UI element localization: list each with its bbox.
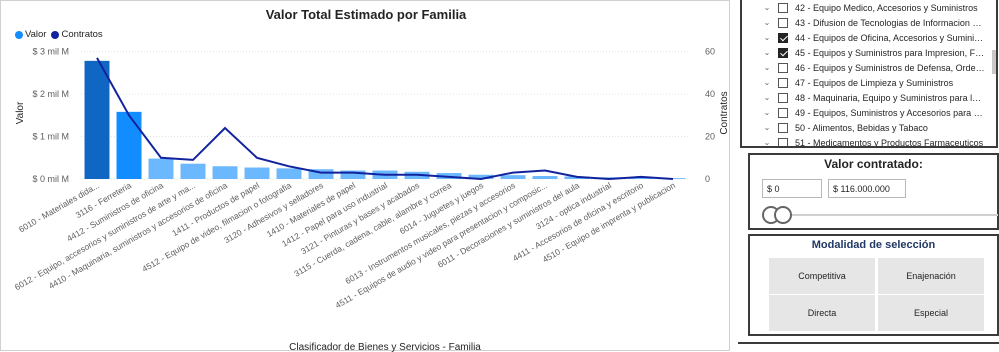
family-list-item[interactable]: ⌄ 45 - Equipos y Suministros para Impresi…	[742, 45, 985, 60]
family-list-item[interactable]: ⌄ 43 - Difusion de Tecnologias de Informa…	[742, 15, 985, 30]
checkbox[interactable]	[778, 77, 788, 88]
bar	[500, 175, 526, 179]
chart-panel: $ 0 mil M $ 1 mil M $ 2 mil M $ 3 mil M 0 20 4…	[0, 0, 730, 352]
range-title: Valor contratado:	[824, 157, 923, 171]
legend-dot-contratos-icon	[51, 30, 60, 39]
y2-tick-label: 60	[705, 47, 715, 57]
bar	[212, 166, 238, 179]
legend-item-valor[interactable]: Valor	[15, 29, 46, 40]
bar	[468, 174, 494, 179]
checkbox[interactable]	[778, 137, 788, 146]
modalidad-slicer: Modalidad de selección Competitiva Enaje…	[748, 234, 999, 336]
family-list-item[interactable]: ⌄ 42 - Equipo Medico, Accesorios y Sumini…	[742, 0, 985, 15]
bottom-border	[738, 342, 999, 344]
chevron-down-icon[interactable]: ⌄	[763, 123, 771, 132]
family-list-item-label: 50 - Alimentos, Bebidas y Tabaco	[795, 122, 928, 133]
chart-legend: Valor Contratos	[15, 29, 103, 40]
family-list-item-label: 48 - Maquinaria, Equipo y Suministros pa…	[795, 92, 985, 103]
chevron-down-icon[interactable]: ⌄	[763, 3, 771, 12]
family-list-item-label: 44 - Equipos de Oficina, Accesorios y Su…	[795, 32, 985, 43]
family-list-item[interactable]: ⌄ 49 - Equipos, Suministros y Accesorios …	[742, 105, 985, 120]
range-max-input[interactable]: $ 116.000.000	[828, 179, 906, 198]
bar	[180, 163, 206, 179]
family-list-item[interactable]: ⌄ 48 - Maquinaria, Equipo y Suministros p…	[742, 90, 985, 105]
y2-axis-label: Contratos	[719, 91, 730, 134]
chevron-down-icon[interactable]: ⌄	[763, 93, 771, 102]
chevron-down-icon[interactable]: ⌄	[763, 33, 771, 42]
chevron-down-icon[interactable]: ⌄	[763, 48, 771, 57]
checkbox[interactable]	[778, 107, 788, 118]
range-max-handle[interactable]	[774, 206, 792, 224]
bar	[308, 169, 334, 179]
modalidad-title: Modalidad de selección	[811, 239, 936, 251]
bar	[628, 177, 654, 179]
legend-item-contratos[interactable]: Contratos	[51, 29, 103, 40]
y-tick-label: $ 1 mil M	[32, 132, 69, 142]
family-list-item[interactable]: ⌄ 50 - Alimentos, Bebidas y Tabaco	[742, 120, 985, 135]
family-list-item-label: 42 - Equipo Medico, Accesorios y Suminis…	[795, 2, 978, 13]
chevron-down-icon[interactable]: ⌄	[763, 108, 771, 117]
legend-label-valor: Valor	[25, 29, 47, 40]
chevron-down-icon[interactable]: ⌄	[763, 138, 771, 147]
bar	[532, 176, 558, 179]
legend-dot-valor-icon	[15, 30, 23, 39]
option-enajenacion-button[interactable]: Enajenación	[878, 258, 984, 294]
checkbox[interactable]	[778, 47, 788, 58]
checkbox[interactable]	[778, 62, 788, 73]
family-list-item[interactable]: ⌄ 46 - Equipos y Suministros de Defensa, …	[742, 60, 985, 75]
option-especial-button[interactable]: Especial	[878, 295, 984, 331]
family-list-item-label: 46 - Equipos y Suministros de Defensa, O…	[795, 62, 985, 73]
bar	[340, 170, 366, 179]
y-tick-label: $ 3 mil M	[32, 47, 69, 57]
legend-label-contratos: Contratos	[61, 29, 103, 40]
x-axis-label: Clasificador de Bienes y Servicios - Fam…	[289, 342, 481, 352]
family-slicer: ⌄ 42 - Equipo Medico, Accesorios y Sumini…	[740, 0, 998, 148]
range-min-input[interactable]: $ 0	[762, 179, 822, 198]
checkbox[interactable]	[778, 92, 788, 103]
family-list-item-label: 45 - Equipos y Suministros para Impresio…	[795, 47, 985, 58]
y2-tick-label: 0	[705, 174, 710, 184]
checkbox[interactable]	[778, 17, 788, 28]
bar	[244, 167, 270, 179]
chevron-down-icon[interactable]: ⌄	[763, 78, 771, 87]
y-tick-label: $ 0 mil M	[32, 174, 69, 184]
combo-chart: $ 0 mil M $ 1 mil M $ 2 mil M $ 3 mil M 0 20 4…	[13, 47, 730, 352]
panel-gap	[730, 0, 738, 351]
family-list-item-label: 43 - Difusion de Tecnologias de Informac…	[795, 17, 985, 28]
y2-tick-label: 20	[705, 132, 715, 142]
slicer-scrollbar[interactable]	[992, 50, 996, 74]
series-line-contratos	[96, 57, 674, 181]
bar	[148, 158, 174, 179]
bar	[84, 60, 110, 179]
chevron-down-icon[interactable]: ⌄	[763, 18, 771, 27]
checkbox[interactable]	[778, 2, 788, 13]
y-axis-label: Valor	[15, 101, 26, 124]
option-directa-button[interactable]: Directa	[769, 295, 875, 331]
family-list-item[interactable]: ⌄ 47 - Equipos de Limpieza y Suministros	[742, 75, 985, 90]
option-competitiva-button[interactable]: Competitiva	[769, 258, 875, 294]
chart-title: Valor Total Estimado por Familia	[265, 7, 467, 22]
family-list-item[interactable]: ⌄ 51 - Medicamentos y Productos Farmaceut…	[742, 135, 985, 148]
chevron-down-icon[interactable]: ⌄	[763, 63, 771, 72]
family-list-item-label: 51 - Medicamentos y Productos Farmaceuti…	[795, 137, 984, 148]
bar	[116, 111, 142, 179]
family-list-item-label: 49 - Equipos, Suministros y Accesorios p…	[795, 107, 985, 118]
checkbox[interactable]	[778, 32, 788, 43]
y2-tick-label: 40	[705, 89, 715, 99]
valor-contratado-slicer: Valor contratado: $ 0 $ 116.000.000	[748, 153, 999, 230]
range-track	[768, 214, 998, 216]
bar	[276, 168, 302, 179]
family-list-item-label: 47 - Equipos de Limpieza y Suministros	[795, 77, 954, 88]
family-list-item[interactable]: ⌄ 44 - Equipos de Oficina, Accesorios y S…	[742, 30, 985, 45]
checkbox[interactable]	[778, 122, 788, 133]
y-tick-label: $ 2 mil M	[32, 89, 69, 99]
